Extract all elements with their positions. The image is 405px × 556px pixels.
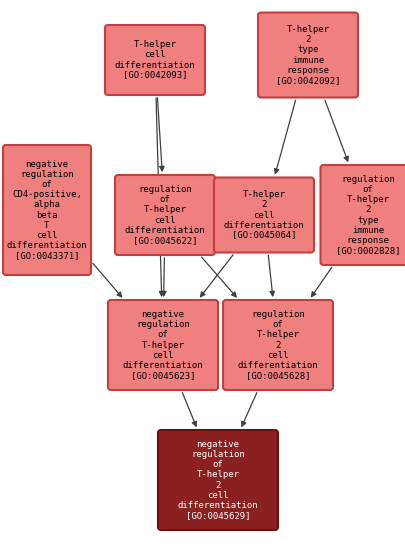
Text: negative
regulation
of
CD4-positive,
alpha
beta
T
cell
differentiation
[GO:00433: negative regulation of CD4-positive, alp… (6, 160, 87, 260)
Text: T-helper
cell
differentiation
[GO:0042093]: T-helper cell differentiation [GO:004209… (114, 41, 195, 80)
FancyBboxPatch shape (320, 165, 405, 265)
FancyBboxPatch shape (105, 25, 205, 95)
FancyBboxPatch shape (158, 430, 277, 530)
Text: regulation
of
T-helper
2
cell
differentiation
[GO:0045628]: regulation of T-helper 2 cell differenti… (237, 310, 318, 380)
FancyBboxPatch shape (222, 300, 332, 390)
FancyBboxPatch shape (108, 300, 217, 390)
Text: negative
regulation
of
T-helper
cell
differentiation
[GO:0045623]: negative regulation of T-helper cell dif… (122, 310, 203, 380)
Text: T-helper
2
type
immune
response
[GO:0042092]: T-helper 2 type immune response [GO:0042… (275, 26, 339, 85)
Text: regulation
of
T-helper
2
type
immune
response
[GO:0002828]: regulation of T-helper 2 type immune res… (335, 175, 399, 255)
Text: negative
regulation
of
T-helper
2
cell
differentiation
[GO:0045629]: negative regulation of T-helper 2 cell d… (177, 440, 258, 520)
FancyBboxPatch shape (115, 175, 215, 255)
Text: regulation
of
T-helper
cell
differentiation
[GO:0045622]: regulation of T-helper cell differentiat… (124, 185, 205, 245)
FancyBboxPatch shape (257, 12, 357, 97)
Text: T-helper
2
cell
differentiation
[GO:0045064]: T-helper 2 cell differentiation [GO:0045… (223, 190, 304, 240)
FancyBboxPatch shape (3, 145, 91, 275)
FancyBboxPatch shape (213, 177, 313, 252)
